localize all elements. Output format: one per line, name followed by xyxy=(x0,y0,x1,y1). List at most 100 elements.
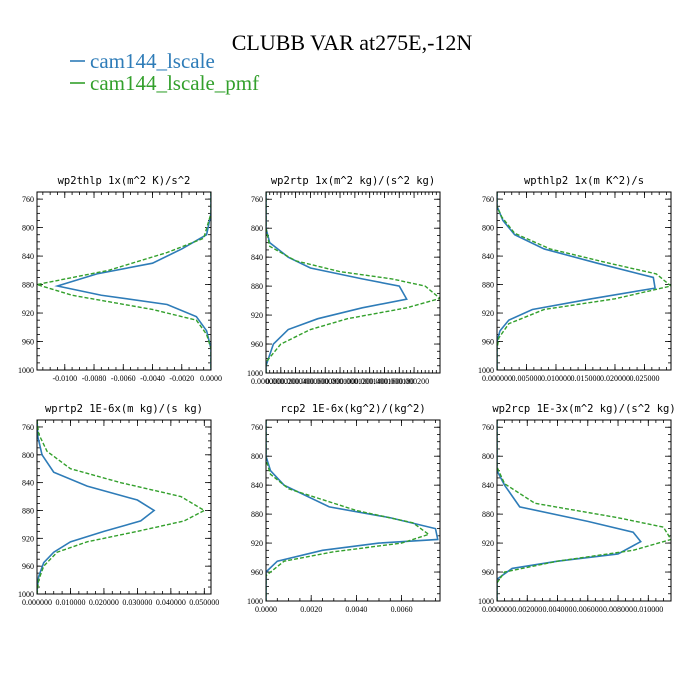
x-tick-label: 0.005000 xyxy=(511,374,541,383)
y-tick-label: 840 xyxy=(251,253,263,262)
x-tick-label: -0.0020 xyxy=(169,374,194,383)
series-line-lscale xyxy=(497,420,642,601)
panel-2: wp2rtp 1x(m^2 kg)/(s^2 kg) 760 800 840 880 92… xyxy=(247,175,441,386)
x-tick-label: 0.000180 xyxy=(384,377,414,386)
y-tick-label: 880 xyxy=(251,282,263,291)
x-tick-label: 0.0060 xyxy=(391,605,413,614)
x-tick-label: 0.008000 xyxy=(603,605,633,614)
x-tick-label: 0.000000 xyxy=(22,598,52,607)
y-tick-label: 960 xyxy=(22,562,34,571)
y-tick-label: 1000 xyxy=(18,590,34,599)
series-line-lscale-pmf xyxy=(37,420,206,594)
x-tick-label: 0.000000 xyxy=(482,374,512,383)
x-tick-label: 0.000020 xyxy=(266,377,296,386)
series-line-lscale xyxy=(266,192,408,373)
y-tick-label: 920 xyxy=(482,309,494,318)
x-tick-label: 0.0040 xyxy=(345,605,367,614)
y-tick-label: 840 xyxy=(22,252,34,261)
y-tick-label: 920 xyxy=(22,309,34,318)
y-tick-label: 880 xyxy=(482,281,494,290)
y-tick-label: 880 xyxy=(22,281,34,290)
plot-frame xyxy=(265,191,441,374)
series-line-lscale xyxy=(37,420,156,594)
x-tick-label: -0.0060 xyxy=(111,374,136,383)
x-tick-label: 0.004000 xyxy=(543,605,573,614)
y-tick-label: 1000 xyxy=(18,366,34,375)
panel-5: rcp2 1E-6x(kg^2)/(kg^2) 760 800 840 880 920 96… xyxy=(247,403,441,614)
x-tick-label: 0.000160 xyxy=(369,377,399,386)
series-line-lscale-pmf xyxy=(497,420,671,601)
y-tick-label: 960 xyxy=(251,340,263,349)
x-tick-label: -0.0040 xyxy=(140,374,165,383)
y-tick-label: 920 xyxy=(251,311,263,320)
x-tick-label: 0.000000 xyxy=(482,605,512,614)
y-tick-label: 840 xyxy=(482,252,494,261)
panel-title: wprtp2 1E-6x(m kg)/(s kg) xyxy=(45,403,203,415)
y-tick-label: 1000 xyxy=(247,369,263,378)
x-tick-label: 0.000140 xyxy=(355,377,385,386)
y-tick-label: 800 xyxy=(251,224,263,233)
y-tick-label: 840 xyxy=(22,479,34,488)
x-tick-label: 0.030000 xyxy=(122,598,152,607)
y-tick-label: 960 xyxy=(251,568,263,577)
plot-frame xyxy=(496,419,672,602)
x-tick-label: 0.000120 xyxy=(340,377,370,386)
plot-frame xyxy=(265,419,441,602)
x-tick-label: 0.020000 xyxy=(600,374,630,383)
panel-title: wp2rcp 1E-3x(m^2 kg)/(s^2 kg) xyxy=(492,403,675,415)
y-tick-label: 920 xyxy=(251,539,263,548)
series-line-lscale-pmf xyxy=(37,192,211,370)
series-line-lscale xyxy=(54,192,211,370)
panels: wp2thlp 1x(m^2 K)/s^2 760 800 840 880 920 960 1… xyxy=(18,175,676,614)
y-tick-label: 920 xyxy=(22,534,34,543)
legend-entry-lscale: cam144_lscale xyxy=(70,49,215,73)
y-tick-label: 760 xyxy=(251,423,263,432)
plot-frame xyxy=(36,191,212,371)
y-tick-label: 760 xyxy=(482,195,494,204)
x-tick-label: 0.000100 xyxy=(325,377,355,386)
x-tick-label: 0.000040 xyxy=(281,377,311,386)
legend-label-lscale: cam144_lscale xyxy=(90,49,215,73)
panel-6: wp2rcp 1E-3x(m^2 kg)/(s^2 kg) 760 800 840 88… xyxy=(478,403,676,614)
figure-title: CLUBB VAR at275E,-12N xyxy=(232,30,473,55)
x-tick-label: 0.025000 xyxy=(629,374,659,383)
y-tick-label: 960 xyxy=(482,568,494,577)
y-tick-label: 840 xyxy=(251,481,263,490)
x-tick-label: -0.0100 xyxy=(52,374,77,383)
x-tick-label: -0.0080 xyxy=(82,374,107,383)
y-tick-label: 1000 xyxy=(478,366,494,375)
legend-entry-lscale-pmf: cam144_lscale_pmf xyxy=(70,71,259,95)
y-tick-label: 800 xyxy=(482,224,494,233)
y-tick-label: 960 xyxy=(482,338,494,347)
x-tick-label: 0.002000 xyxy=(512,605,542,614)
panel-title: wp2rtp 1x(m^2 kg)/(s^2 kg) xyxy=(271,175,435,187)
y-tick-label: 760 xyxy=(22,195,34,204)
series-line-lscale-pmf xyxy=(266,192,440,373)
legend: cam144_lscale cam144_lscale_pmf xyxy=(70,49,259,95)
x-tick-label: 0.000080 xyxy=(310,377,340,386)
x-tick-label: 0.0000 xyxy=(200,374,222,383)
y-tick-label: 880 xyxy=(482,510,494,519)
panel-title: wp2thlp 1x(m^2 K)/s^2 xyxy=(58,175,191,187)
x-tick-label: 0.000000 xyxy=(251,377,281,386)
x-tick-label: 0.020000 xyxy=(89,598,119,607)
y-tick-label: 880 xyxy=(22,506,34,515)
series-line-lscale-pmf xyxy=(497,192,671,370)
y-tick-label: 760 xyxy=(22,423,34,432)
y-tick-label: 760 xyxy=(251,195,263,204)
x-tick-label: 0.040000 xyxy=(156,598,186,607)
y-tick-label: 760 xyxy=(482,423,494,432)
x-tick-label: 0.015000 xyxy=(570,374,600,383)
x-tick-label: 0.010000 xyxy=(55,598,85,607)
x-tick-label: 0.010000 xyxy=(633,605,663,614)
plot-frame xyxy=(496,191,672,371)
y-tick-label: 1000 xyxy=(247,597,263,606)
y-tick-label: 800 xyxy=(22,224,34,233)
x-tick-label: 0.050000 xyxy=(189,598,219,607)
series-line-lscale-pmf xyxy=(266,420,431,601)
x-tick-label: 0.0000 xyxy=(255,605,277,614)
y-tick-label: 920 xyxy=(482,539,494,548)
plot-frame xyxy=(36,419,212,595)
y-tick-label: 800 xyxy=(22,451,34,460)
